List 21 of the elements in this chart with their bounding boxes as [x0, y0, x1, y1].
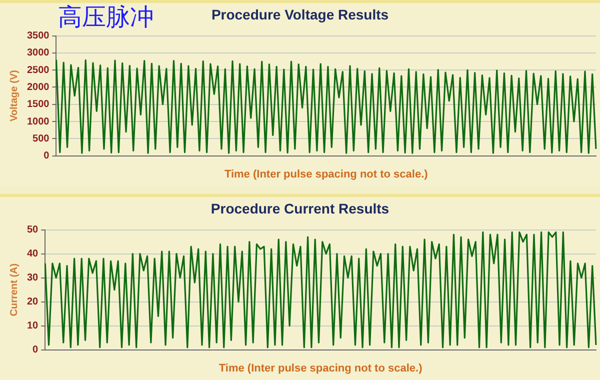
y-tick-label: 40 — [27, 248, 39, 260]
y-tick-label: 500 — [32, 133, 50, 144]
y-axis-title: Current (A) — [8, 263, 20, 316]
y-axis-title: Voltage (V) — [8, 70, 20, 122]
x-axis-title: Time (Inter pulse spacing not to scale.) — [224, 168, 428, 180]
y-tick-label: 1000 — [26, 116, 50, 128]
y-tick-label: 1500 — [26, 99, 50, 110]
y-tick-label: 0 — [32, 344, 39, 356]
y-tick-label: 20 — [27, 296, 39, 308]
chart-title: Procedure Current Results — [210, 200, 390, 216]
text: 高压脉冲 — [58, 4, 154, 33]
y-tick-label: 2500 — [26, 64, 50, 76]
y-tick-label: 30 — [27, 272, 39, 284]
chart-title: Procedure Voltage Results — [211, 6, 389, 22]
x-axis-title: Time (Inter pulse spacing not to scale.) — [218, 362, 423, 374]
y-tick-label: 3000 — [26, 48, 50, 59]
y-tick-label: 3500 — [26, 30, 50, 42]
y-tick-label: 10 — [27, 320, 39, 332]
y-tick-label: 50 — [27, 224, 39, 236]
y-tick-label: 0 — [44, 150, 50, 162]
y-tick-label: 2000 — [26, 82, 50, 93]
